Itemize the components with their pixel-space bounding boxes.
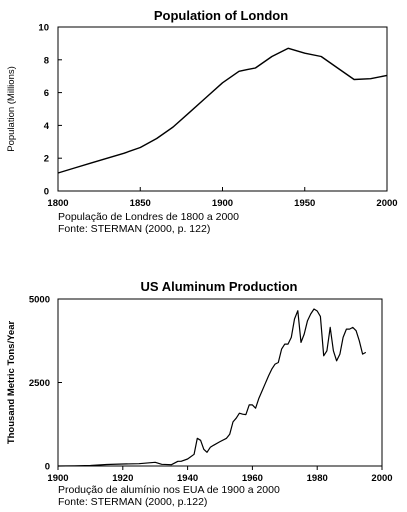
aluminum-x-tick-label: 2000 xyxy=(371,473,392,484)
aluminum-x-tick-label: 1900 xyxy=(47,473,68,484)
aluminum-series-line xyxy=(57,308,367,467)
caption-london: População de Londres de 1800 a 2000 Font… xyxy=(58,211,239,235)
aluminum-y-tick-label: 2500 xyxy=(29,378,50,389)
aluminum-x-tick-label: 1980 xyxy=(307,473,328,484)
caption-aluminum: Produção de alumínio nos EUA de 1900 a 2… xyxy=(58,484,280,508)
caption-aluminum-line-1: Produção de alumínio nos EUA de 1900 a 2… xyxy=(58,484,280,496)
aluminum-chart-title: US Aluminum Production xyxy=(141,279,298,294)
london-x-tick-label: 1900 xyxy=(212,198,233,209)
london-y-tick-label: 8 xyxy=(44,55,49,66)
aluminum-x-tick-label: 1920 xyxy=(112,473,133,484)
london-x-tick-label: 1800 xyxy=(47,198,68,209)
aluminum-y-axis-label: Thousand Metric Tons/Year xyxy=(6,321,17,445)
london-chart-title: Population of London xyxy=(154,8,288,23)
aluminum-x-tick-label: 1940 xyxy=(177,473,198,484)
aluminum-x-tick-label: 1960 xyxy=(242,473,263,484)
london-x-tick-label: 2000 xyxy=(376,198,397,209)
london-y-tick-label: 0 xyxy=(44,187,49,198)
london-y-tick-label: 4 xyxy=(44,121,50,132)
london-y-tick-label: 6 xyxy=(44,88,49,99)
london-y-tick-label: 10 xyxy=(38,23,49,34)
caption-aluminum-line-2: Fonte: STERMAN (2000, p.122) xyxy=(58,496,208,508)
london-plot-frame xyxy=(57,26,388,192)
caption-london-line-1: População de Londres de 1800 a 2000 xyxy=(58,211,239,223)
caption-london-line-2: Fonte: STERMAN (2000, p. 122) xyxy=(58,223,211,235)
london-x-tick-label: 1850 xyxy=(130,198,151,209)
london-series-line xyxy=(57,47,388,174)
london-x-tick-label: 1950 xyxy=(294,198,315,209)
aluminum-y-tick-label: 0 xyxy=(45,462,50,473)
aluminum-y-tick-label: 5000 xyxy=(29,295,50,306)
london-y-tick-label: 2 xyxy=(44,154,49,165)
london-y-axis-label: Population (Millions) xyxy=(6,66,17,152)
